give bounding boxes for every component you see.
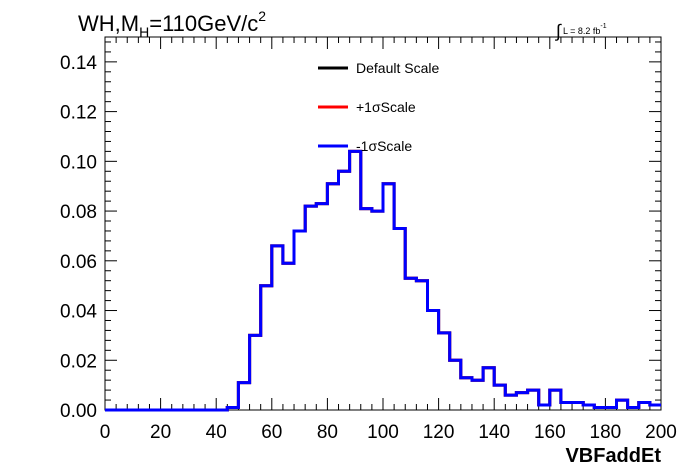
y-axis: 0.00 0.02 0.04 0.06 0.08 0.10 0.12 0.14 <box>60 41 661 422</box>
y-tick-label: 0.12 <box>60 103 97 124</box>
x-tick-label: 160 <box>534 422 566 443</box>
x-tick-label: 120 <box>423 422 455 443</box>
legend-label: -1σScale <box>356 138 412 154</box>
legend-label: Default Scale <box>356 60 439 76</box>
legend: Default Scale +1σScale -1σScale <box>318 60 439 154</box>
title-superscript: 2 <box>258 8 267 24</box>
x-tick-label: 0 <box>100 422 111 443</box>
plot-title: WH,MH=110GeV/c2 <box>78 8 266 40</box>
luminosity-unit-exponent: -1 <box>600 23 607 30</box>
y-tick-label: 0.08 <box>60 202 97 223</box>
histogram-series-2 <box>105 149 661 412</box>
luminosity-text: L = 8.2 fb <box>562 26 601 36</box>
integral-symbol: ∫ <box>556 21 561 41</box>
legend-label: +1σScale <box>356 99 416 115</box>
y-tick-label: 0.06 <box>60 252 97 273</box>
series-layer <box>105 149 661 412</box>
title-main: WH,M <box>78 11 140 36</box>
x-axis: 0 20 40 60 80 100 120 140 160 180 200 <box>100 37 677 443</box>
x-tick-label: 20 <box>150 422 171 443</box>
plot-frame <box>104 36 662 411</box>
x-tick-label: 180 <box>590 422 622 443</box>
y-tick-label: 0.00 <box>60 401 97 422</box>
y-tick-label: 0.10 <box>60 152 97 173</box>
y-tick-label: 0.14 <box>60 53 97 74</box>
x-tick-label: 200 <box>645 422 677 443</box>
title-rest: =110GeV/c <box>149 11 259 36</box>
x-tick-label: 60 <box>261 422 282 443</box>
luminosity-label: ∫ L = 8.2 fb-1 <box>556 18 607 41</box>
y-tick-label: 0.02 <box>60 351 97 372</box>
x-tick-label: 140 <box>478 422 510 443</box>
y-tick-label: 0.04 <box>60 302 97 323</box>
title-subscript: H <box>139 24 150 40</box>
x-tick-label: 80 <box>317 422 338 443</box>
x-tick-label: 40 <box>206 422 227 443</box>
x-axis-label: VBFaddEt <box>565 445 661 467</box>
x-tick-label: 100 <box>367 422 399 443</box>
